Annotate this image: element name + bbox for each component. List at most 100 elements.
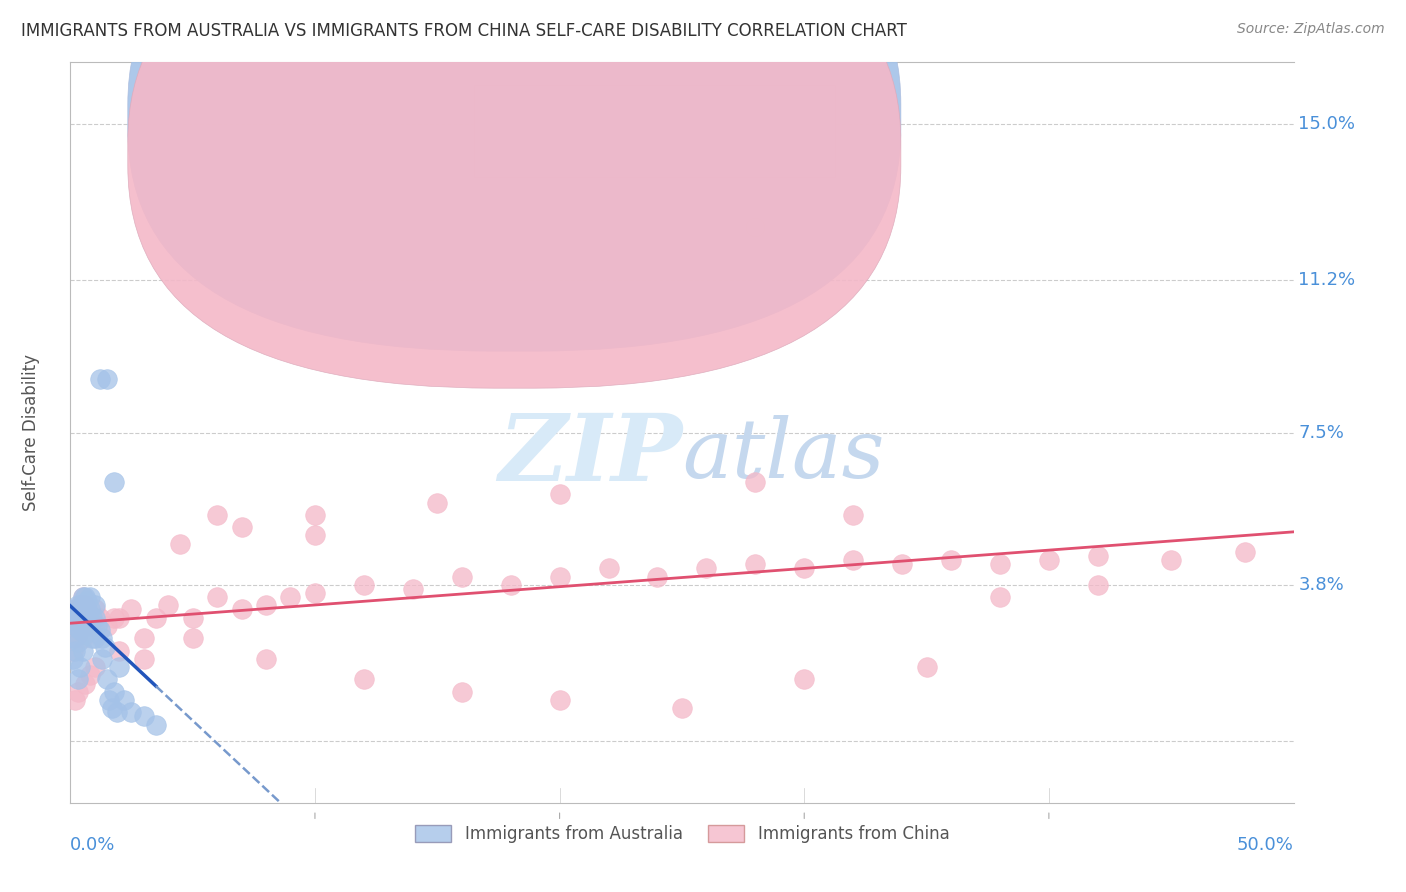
Point (793, 561, 815, 575)
Point (63, 643, 86, 657)
Text: R =: R = (548, 136, 591, 155)
Point (132, 632, 155, 646)
Point (1233, 545, 1256, 559)
Text: 53: 53 (734, 100, 761, 119)
Point (66, 615, 89, 629)
Point (62, 652, 84, 666)
Point (842, 508, 865, 522)
Text: N =: N = (675, 100, 731, 119)
Point (132, 652, 155, 666)
Point (647, 569, 669, 583)
Point (82, 619, 104, 633)
Point (121, 706, 143, 720)
Point (76, 594, 98, 608)
Point (402, 582, 425, 596)
Point (103, 611, 125, 625)
Point (96, 673, 118, 687)
Point (96, 372, 118, 386)
Point (72, 611, 94, 625)
Point (86, 619, 108, 633)
Text: 76: 76 (734, 136, 761, 155)
Point (103, 475, 125, 489)
Point (108, 611, 131, 625)
Point (108, 660, 131, 674)
Point (73, 599, 96, 613)
Text: R =: R = (548, 100, 591, 119)
Point (73, 627, 96, 641)
Point (63, 632, 86, 646)
Point (69, 602, 91, 616)
Text: 11.2%: 11.2% (1298, 271, 1355, 289)
Point (169, 536, 191, 550)
Point (426, 495, 449, 509)
Point (73, 676, 96, 690)
Point (72, 611, 94, 625)
Point (69, 599, 91, 613)
Point (548, 487, 571, 501)
Text: 3.8%: 3.8% (1298, 576, 1344, 594)
Text: N =: N = (675, 136, 731, 155)
Text: 7.5%: 7.5% (1298, 424, 1344, 442)
Point (79, 590, 101, 604)
Point (69, 623, 91, 637)
Point (304, 528, 326, 542)
Point (91, 652, 114, 666)
Point (280, 590, 302, 604)
Point (304, 586, 326, 600)
Point (353, 673, 375, 687)
Point (63, 693, 86, 707)
Point (82, 632, 104, 646)
Point (63, 611, 86, 625)
Point (1087, 549, 1109, 563)
Point (744, 475, 766, 489)
Point (1087, 578, 1109, 592)
Point (66, 635, 89, 649)
Point (72, 590, 94, 604)
Point (98, 693, 121, 707)
Point (988, 590, 1011, 604)
Point (132, 709, 155, 723)
Point (598, 561, 620, 575)
Point (121, 602, 143, 616)
Point (108, 643, 131, 657)
Point (671, 701, 693, 715)
Text: 0.0%: 0.0% (70, 836, 115, 855)
Point (205, 508, 228, 522)
Point (62, 619, 84, 633)
FancyBboxPatch shape (128, 0, 901, 351)
Point (63, 602, 86, 616)
Point (73, 611, 96, 625)
Point (72, 632, 94, 646)
Point (548, 693, 571, 707)
Point (304, 508, 326, 522)
Text: IMMIGRANTS FROM AUSTRALIA VS IMMIGRANTS FROM CHINA SELF-CARE DISABILITY CORRELAT: IMMIGRANTS FROM AUSTRALIA VS IMMIGRANTS … (21, 22, 907, 40)
Point (72, 643, 94, 657)
Text: atlas: atlas (682, 415, 884, 495)
Point (62, 632, 84, 646)
Text: 50.0%: 50.0% (1237, 836, 1294, 855)
Text: 15.0%: 15.0% (1298, 115, 1355, 133)
Point (988, 558, 1011, 572)
Point (69, 660, 91, 674)
Point (231, 602, 253, 616)
Point (73, 599, 96, 613)
Point (79, 619, 101, 633)
Point (695, 561, 717, 575)
Point (62, 643, 84, 657)
FancyBboxPatch shape (128, 0, 901, 388)
Text: Source: ZipAtlas.com: Source: ZipAtlas.com (1237, 22, 1385, 37)
Point (157, 599, 180, 613)
Point (145, 717, 167, 731)
Point (96, 619, 118, 633)
Point (112, 693, 135, 707)
Point (103, 685, 125, 699)
Point (205, 590, 228, 604)
Point (79, 611, 101, 625)
Point (89, 372, 111, 386)
Point (89, 611, 111, 625)
Point (89, 623, 111, 637)
Point (66, 627, 89, 641)
Point (450, 569, 472, 583)
Point (744, 558, 766, 572)
Point (842, 553, 865, 567)
